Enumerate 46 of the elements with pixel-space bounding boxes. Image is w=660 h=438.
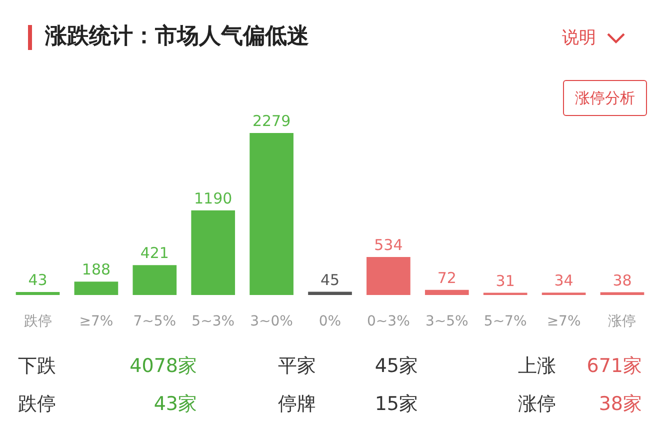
text: 说明 xyxy=(562,28,596,48)
data-label: 72 xyxy=(437,268,456,287)
x-tick-label: 0~3% xyxy=(367,314,410,330)
text: 43家 xyxy=(154,392,197,417)
bar xyxy=(308,292,352,295)
text: 671家 xyxy=(586,354,642,379)
x-tick-label: 跌停 xyxy=(24,314,52,330)
bar xyxy=(74,282,118,295)
data-label: 31 xyxy=(496,272,515,290)
text: 涨停 xyxy=(518,392,556,417)
x-tick-label: ≥7% xyxy=(546,314,581,330)
x-tick-label: 涨停 xyxy=(608,314,636,330)
x-tick-label: 5~7% xyxy=(484,314,527,330)
data-label: 421 xyxy=(140,244,169,262)
text: 4078家 xyxy=(130,354,197,379)
chart-title: 涨跌统计：市场人气偏低迷 xyxy=(45,22,309,51)
text: 38家 xyxy=(598,392,642,417)
x-tick-label: 3~5% xyxy=(425,314,468,330)
text: 平家 xyxy=(278,354,316,379)
data-label: 2279 xyxy=(252,112,291,130)
bar xyxy=(600,292,644,295)
x-tick-label: 5~3% xyxy=(192,314,235,330)
bar xyxy=(366,257,410,295)
text: 15家 xyxy=(374,392,418,417)
text: 45家 xyxy=(374,354,418,379)
bar xyxy=(191,210,236,295)
x-tick-label: 7~5% xyxy=(133,314,176,330)
data-label: 45 xyxy=(320,270,340,289)
bar xyxy=(16,292,60,295)
text: 停牌 xyxy=(278,392,316,417)
data-label: 534 xyxy=(374,236,403,254)
bar xyxy=(132,265,177,295)
text: 跌停 xyxy=(18,392,56,417)
x-tick-label: 0% xyxy=(318,314,342,330)
bar xyxy=(250,133,294,295)
x-tick-label: 3~0% xyxy=(250,314,293,330)
data-label: 1190 xyxy=(194,189,232,208)
data-label: 188 xyxy=(82,260,111,279)
text: 下跌 xyxy=(18,354,56,379)
bar xyxy=(424,290,469,295)
data-label: 34 xyxy=(554,272,574,290)
data-label: 38 xyxy=(612,271,632,290)
data-label: 43 xyxy=(28,270,48,289)
text: 上涨 xyxy=(518,354,556,379)
x-tick-label: ≥7% xyxy=(79,314,114,330)
text: 涨停分析 xyxy=(563,80,647,116)
